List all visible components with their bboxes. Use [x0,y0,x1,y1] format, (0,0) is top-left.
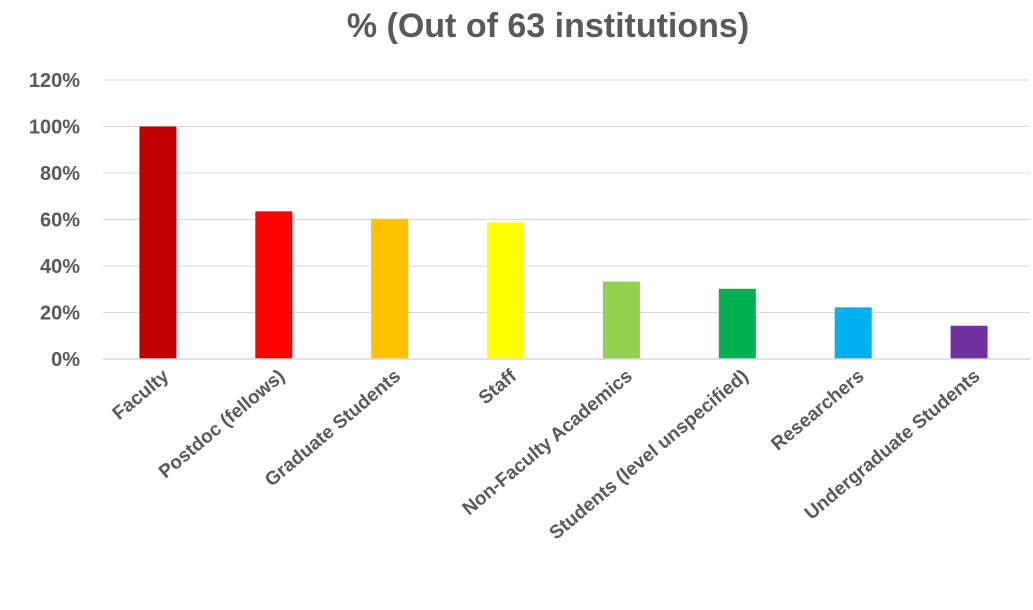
x-category-label: Researchers [768,366,869,455]
bar-graduate-students [371,218,409,359]
bar-undergraduate-students [950,325,988,359]
y-tick-label: 80% [40,163,80,185]
y-tick-label: 120% [29,70,80,92]
y-tick-label: 20% [40,303,80,325]
y-axis-tick-labels: 0% 20% 40% 60% 80% 100% 120% [29,70,80,371]
bar-staff [487,222,525,359]
bar-faculty [139,126,177,359]
bar-postdoc-fellows [255,211,293,359]
y-tick-label: 0% [51,349,80,371]
bars [139,126,988,359]
y-tick-label: 40% [40,256,80,278]
bar-researchers [834,307,872,359]
chart-title: % (Out of 63 institutions) [347,7,749,45]
x-category-label: Staff [475,365,521,409]
x-category-label: Faculty [109,365,174,424]
y-tick-label: 60% [40,210,80,232]
gridlines [103,79,1030,313]
bar-non-faculty-academics [602,281,640,359]
x-category-label: Students (level unspecified) [546,366,753,544]
bar-students-level-unspecified [718,288,756,359]
x-category-label: Postdoc (fellows) [155,366,289,483]
y-tick-label: 100% [29,117,80,139]
